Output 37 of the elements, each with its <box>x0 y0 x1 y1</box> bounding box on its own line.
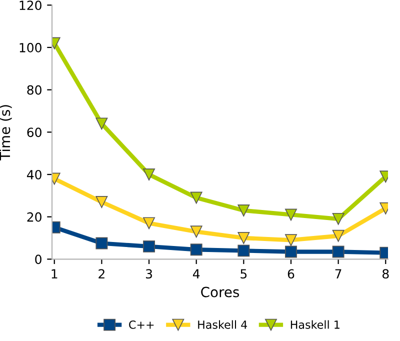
y-tick-label: 100 <box>20 42 42 52</box>
x-tick-label: 6 <box>288 269 294 279</box>
x-tick-label: 8 <box>382 269 389 279</box>
point <box>96 237 108 250</box>
x-tick-label: 5 <box>240 269 247 279</box>
point <box>190 226 202 238</box>
x-tick-label: 2 <box>98 269 104 278</box>
point <box>332 230 344 242</box>
y-tick-label: 0 <box>35 254 42 264</box>
y-tick-label: 120 <box>20 0 42 10</box>
x-tick-label: 1 <box>52 269 58 278</box>
y-tick-label: 60 <box>27 128 42 138</box>
point <box>143 217 155 230</box>
point <box>238 232 250 244</box>
y-tick-label: 20 <box>27 212 42 222</box>
x-tick-label: 3 <box>146 269 152 279</box>
legend-label: Haskell 4 <box>198 320 248 329</box>
point <box>285 246 297 258</box>
point <box>190 244 202 256</box>
legend-label: Haskell 1 <box>290 320 340 329</box>
point <box>285 208 297 221</box>
point <box>238 244 250 257</box>
point <box>143 168 155 180</box>
point <box>143 240 155 252</box>
point <box>190 192 202 204</box>
point <box>332 212 344 225</box>
point <box>96 196 108 208</box>
x-tick-label: 4 <box>192 269 200 278</box>
point <box>332 246 344 258</box>
y-tick-label: 80 <box>27 85 42 95</box>
legend-label: C++ <box>129 320 154 329</box>
x-axis-title: Cores <box>201 286 240 298</box>
x-tick-label: 7 <box>335 269 342 278</box>
y-tick-label: 40 <box>26 170 42 180</box>
point <box>238 204 250 216</box>
point <box>285 234 297 246</box>
point <box>96 118 108 130</box>
